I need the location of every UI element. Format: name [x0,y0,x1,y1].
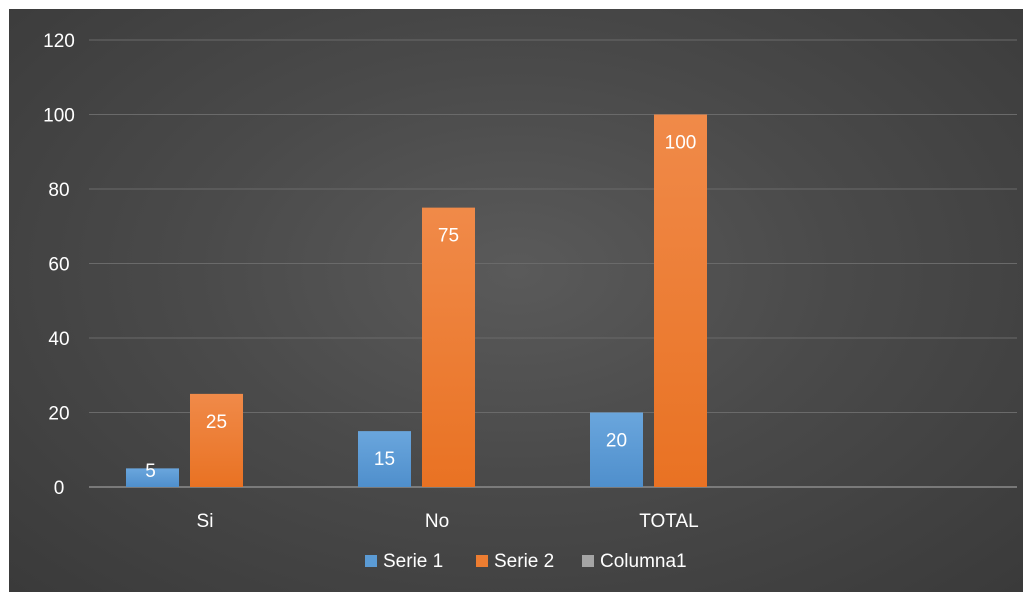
y-tick-label: 80 [48,180,69,201]
legend-swatch-serie-2 [476,555,488,567]
bar-serie-2-si [190,393,243,487]
bar-serie-1-total [590,412,643,487]
bar-serie-2-total [654,114,707,487]
data-label: 25 [206,412,227,433]
data-label: 100 [665,133,697,154]
bars [126,114,707,487]
y-axis-ticks: 0 20 40 60 80 100 120 [43,31,75,499]
bar-chart: 0 20 40 60 80 100 120 5 25 15 75 20 100 Si No TOTAL S… [43,31,1017,572]
chart-area: 0 20 40 60 80 100 120 5 25 15 75 20 100 Si No TOTAL S… [9,9,1023,592]
legend-label: Serie 1 [383,551,443,572]
y-tick-label: 0 [54,478,65,499]
y-tick-label: 40 [48,329,69,350]
bar-serie-1-si [126,468,179,487]
legend-label: Columna1 [600,551,687,572]
legend-swatch-serie-1 [365,555,377,567]
data-label: 20 [606,431,627,452]
y-tick-label: 100 [43,106,75,127]
data-labels: 5 25 15 75 20 100 [145,133,696,483]
data-label: 5 [145,461,156,482]
legend: Serie 1 Serie 2 Columna1 [365,551,687,572]
x-tick-label: No [425,511,449,532]
data-label: 15 [374,449,395,470]
legend-swatch-columna1 [582,555,594,567]
y-tick-label: 60 [48,255,69,276]
bar-serie-1-no [358,431,411,487]
gridlines [89,39,1017,488]
bar-serie-2-no [422,207,475,487]
x-tick-label: Si [197,511,214,532]
y-tick-label: 120 [43,31,75,52]
legend-label: Serie 2 [494,551,554,572]
x-axis-ticks: Si No TOTAL [197,511,699,532]
y-tick-label: 20 [48,404,69,425]
data-label: 75 [438,226,459,247]
x-tick-label: TOTAL [639,511,698,532]
